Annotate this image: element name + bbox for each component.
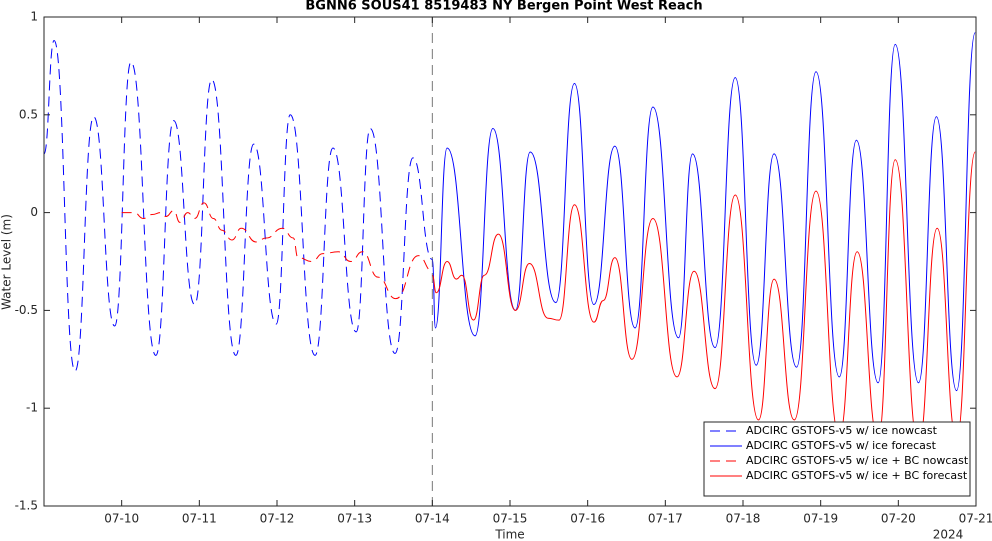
x-tick-label: 07-15 (493, 512, 528, 526)
y-tick-label: -0.5 (15, 303, 38, 317)
legend-label: ADCIRC GSTOFS-v5 w/ ice nowcast (746, 424, 938, 437)
y-tick-label: 0 (30, 205, 38, 219)
y-tick-label: -1.5 (15, 499, 38, 513)
x-tick-label: 07-19 (803, 512, 838, 526)
x-tick-label: 07-17 (648, 512, 683, 526)
x-axis-label: Time (494, 528, 524, 541)
legend-box (703, 421, 971, 497)
x-tick-label: 07-21 (959, 512, 992, 526)
x-tick-label: 07-10 (104, 512, 139, 526)
series-line (121, 202, 433, 300)
series-line (431, 151, 976, 446)
x-tick-label: 07-13 (337, 512, 372, 526)
x-tick-label: 07-16 (570, 512, 605, 526)
x-annotation: 2024 (933, 528, 964, 541)
legend-label: ADCIRC GSTOFS-v5 w/ ice forecast (746, 439, 937, 452)
series-line (431, 32, 976, 392)
y-axis-label: Water Level (m) (0, 214, 14, 310)
chart-title: BGNN6 SOUS41 8519483 NY Bergen Point Wes… (305, 0, 702, 14)
x-tick-label: 07-20 (881, 512, 916, 526)
y-tick-label: 1 (30, 10, 38, 24)
x-tick-label: 07-14 (415, 512, 450, 526)
legend-label: ADCIRC GSTOFS-v5 w/ ice + BC nowcast (746, 454, 969, 467)
y-tick-label: 0.5 (19, 107, 38, 121)
x-tick-label: 07-11 (182, 512, 217, 526)
series-line (43, 39, 433, 372)
x-tick-label: 07-18 (726, 512, 761, 526)
legend: ADCIRC GSTOFS-v5 w/ ice nowcast ADCIRC GS… (703, 421, 971, 497)
x-tick-label: 07-12 (260, 512, 295, 526)
legend-label: ADCIRC GSTOFS-v5 w/ ice + BC forecast (746, 469, 968, 482)
y-tick-label: -1 (26, 401, 38, 415)
